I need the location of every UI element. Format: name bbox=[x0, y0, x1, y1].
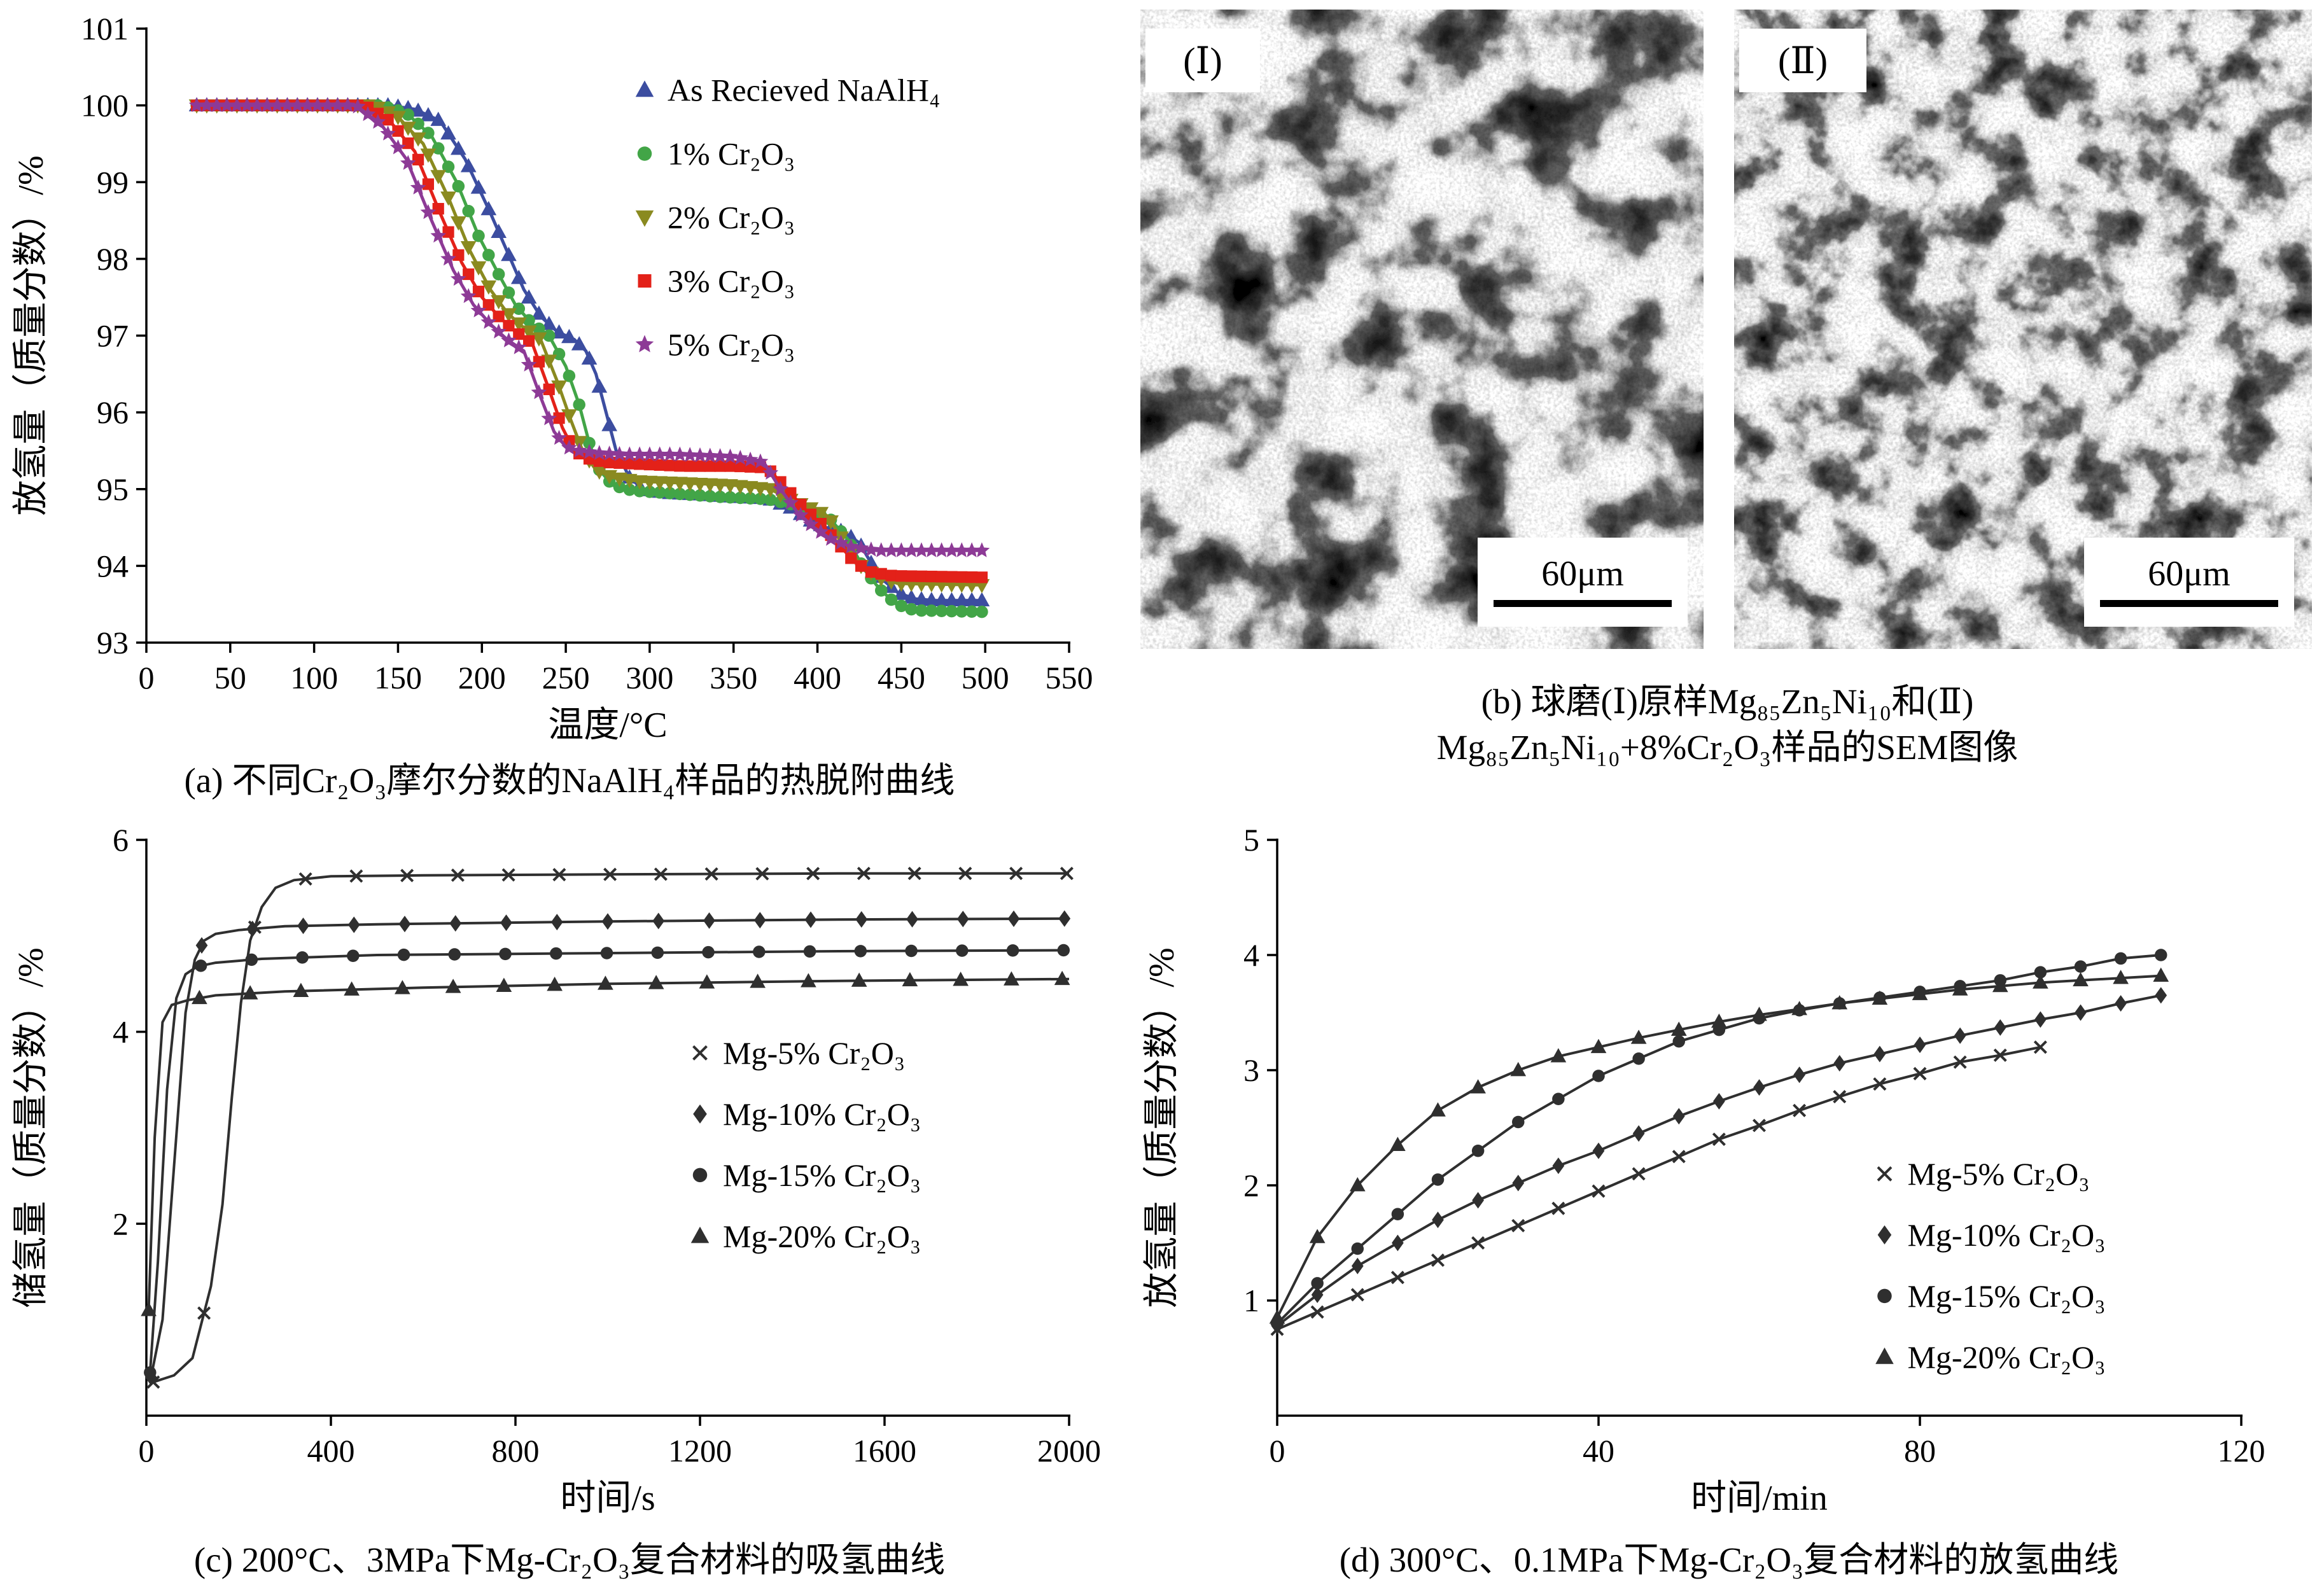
svg-text:550: 550 bbox=[1046, 660, 1093, 695]
svg-text:2% Cr₂O₃: 2% Cr₂O₃ bbox=[668, 200, 795, 235]
scale-bar-box bbox=[1478, 538, 1688, 627]
caption-c: (c) 200°C、3MPa下Mg-Cr₂O₃复合材料的吸氢曲线 bbox=[193, 1540, 946, 1579]
svg-text:1600: 1600 bbox=[853, 1433, 916, 1468]
svg-text:2: 2 bbox=[1243, 1168, 1259, 1203]
caption-d: (d) 300°C、0.1MPa下Mg-Cr₂O₃复合材料的放氢曲线 bbox=[1339, 1540, 2119, 1579]
svg-text:100: 100 bbox=[81, 88, 129, 123]
svg-text:450: 450 bbox=[878, 660, 925, 695]
svg-text:Mg-15% Cr₂O₃: Mg-15% Cr₂O₃ bbox=[723, 1157, 921, 1193]
svg-text:Mg-5% Cr₂O₃: Mg-5% Cr₂O₃ bbox=[723, 1035, 905, 1071]
chart-a-canvas: 0 50 100 150 200 250 300 350 400 450 500 550 93 94 95 9… bbox=[11, 11, 1093, 745]
sem-label-box bbox=[1739, 29, 1866, 92]
svg-text:放氢量（质量分数）/%: 放氢量（质量分数）/% bbox=[11, 155, 51, 515]
svg-text:400: 400 bbox=[307, 1433, 355, 1468]
svg-text:2: 2 bbox=[113, 1206, 129, 1241]
svg-text:50: 50 bbox=[214, 660, 246, 695]
svg-text:4: 4 bbox=[1243, 937, 1259, 973]
svg-text:98: 98 bbox=[97, 241, 129, 277]
svg-text:3: 3 bbox=[1243, 1052, 1259, 1088]
svg-text:Mg-10% Cr₂O₃: Mg-10% Cr₂O₃ bbox=[1907, 1217, 2105, 1253]
svg-text:1200: 1200 bbox=[668, 1433, 732, 1468]
svg-text:101: 101 bbox=[81, 11, 129, 46]
svg-text:250: 250 bbox=[542, 660, 590, 695]
svg-text:94: 94 bbox=[97, 548, 129, 583]
svg-text:99: 99 bbox=[97, 164, 129, 200]
svg-text:1% Cr₂O₃: 1% Cr₂O₃ bbox=[668, 136, 795, 172]
svg-text:Mg-20% Cr₂O₃: Mg-20% Cr₂O₃ bbox=[723, 1218, 921, 1254]
scale-bar-line bbox=[1494, 600, 1672, 607]
svg-text:0: 0 bbox=[139, 660, 155, 695]
scale-bar-box bbox=[2084, 538, 2294, 627]
svg-text:350: 350 bbox=[710, 660, 757, 695]
svg-text:Mg-15% Cr₂O₃: Mg-15% Cr₂O₃ bbox=[1907, 1278, 2105, 1314]
svg-text:400: 400 bbox=[794, 660, 841, 695]
sem-label-box bbox=[1145, 29, 1260, 92]
svg-text:Mg-5% Cr₂O₃: Mg-5% Cr₂O₃ bbox=[1907, 1156, 2089, 1192]
svg-text:放氢量（质量分数）/%: 放氢量（质量分数）/% bbox=[1142, 947, 1182, 1308]
svg-text:97: 97 bbox=[97, 318, 129, 354]
svg-text:1: 1 bbox=[1243, 1283, 1259, 1318]
svg-text:300: 300 bbox=[626, 660, 673, 695]
svg-text:5: 5 bbox=[1243, 822, 1259, 858]
chart-c-canvas: 0 400 800 1200 1600 2000 2 4 6 时间/s 储氢量（质量分数）/% Mg-… bbox=[11, 822, 1101, 1518]
svg-text:40: 40 bbox=[1583, 1433, 1614, 1468]
panel-b: (Ⅰ) 60μm bbox=[1140, 10, 2314, 770]
panel-d: 0 40 80 120 1 2 3 4 5 时间/min 放氢量（质量分数）/% Mg-5% Cr₂O… bbox=[1140, 821, 2318, 1583]
caption-b: (b) 球磨(Ⅰ)原样Mg₈₅Zn₅Ni₁₀和(Ⅱ) Mg₈₅Zn₅Ni₁₀+8… bbox=[1140, 679, 2314, 770]
svg-text:As Recieved NaAlH₄: As Recieved NaAlH₄ bbox=[668, 73, 940, 108]
chart-d-canvas: 0 40 80 120 1 2 3 4 5 时间/min 放氢量（质量分数）/% Mg-5% Cr₂O… bbox=[1142, 822, 2265, 1518]
sem-image-2: (Ⅱ) 60μm bbox=[1734, 10, 2312, 649]
svg-text:2000: 2000 bbox=[1037, 1433, 1101, 1468]
svg-text:95: 95 bbox=[97, 471, 129, 507]
sem-image-2-wrap: (Ⅱ) 60μm bbox=[1734, 10, 2312, 652]
panel-a: 0 50 100 150 200 250 300 350 400 450 500 550 93 94 95 9… bbox=[10, 10, 1130, 804]
sem-label-1: (Ⅰ) bbox=[1183, 40, 1222, 81]
svg-text:100: 100 bbox=[290, 660, 338, 695]
svg-text:时间/min: 时间/min bbox=[1691, 1479, 1828, 1518]
svg-text:150: 150 bbox=[374, 660, 422, 695]
svg-text:200: 200 bbox=[458, 660, 506, 695]
svg-text:500: 500 bbox=[962, 660, 1009, 695]
svg-text:0: 0 bbox=[1270, 1433, 1285, 1468]
svg-text:93: 93 bbox=[97, 625, 129, 660]
panel-c: 0 400 800 1200 1600 2000 2 4 6 时间/s 储氢量（质量分数）/% Mg-… bbox=[10, 821, 1130, 1583]
svg-text:3% Cr₂O₃: 3% Cr₂O₃ bbox=[668, 263, 795, 299]
svg-text:5% Cr₂O₃: 5% Cr₂O₃ bbox=[668, 327, 795, 363]
svg-text:6: 6 bbox=[113, 822, 129, 858]
svg-text:0: 0 bbox=[139, 1433, 155, 1468]
sem-image-1: (Ⅰ) 60μm bbox=[1140, 10, 1704, 649]
scale-bar-line bbox=[2100, 600, 2278, 607]
caption-b-line1: (b) 球磨(Ⅰ)原样Mg₈₅Zn₅Ni₁₀和(Ⅱ) bbox=[1481, 682, 1974, 721]
svg-text:120: 120 bbox=[2218, 1433, 2265, 1468]
svg-text:Mg-20% Cr₂O₃: Mg-20% Cr₂O₃ bbox=[1907, 1339, 2105, 1375]
svg-text:Mg-10% Cr₂O₃: Mg-10% Cr₂O₃ bbox=[723, 1096, 921, 1132]
scale-bar-label-1: 60μm bbox=[1541, 554, 1624, 594]
svg-text:储氢量（质量分数）/%: 储氢量（质量分数）/% bbox=[11, 947, 51, 1308]
svg-text:时间/s: 时间/s bbox=[560, 1479, 655, 1518]
sem-image-1-wrap: (Ⅰ) 60μm bbox=[1140, 10, 1704, 652]
sem-image-row: (Ⅰ) 60μm bbox=[1140, 10, 2314, 652]
svg-text:800: 800 bbox=[492, 1433, 540, 1468]
caption-a: (a) 不同Cr₂O₃摩尔分数的NaAlH₄样品的热脱附曲线 bbox=[184, 761, 955, 800]
svg-text:80: 80 bbox=[1904, 1433, 1936, 1468]
sem-label-2: (Ⅱ) bbox=[1778, 40, 1828, 81]
caption-b-line2: Mg₈₅Zn₅Ni₁₀+8%Cr₂O₃样品的SEM图像 bbox=[1436, 727, 2019, 767]
svg-text:温度/°C: 温度/°C bbox=[548, 706, 667, 745]
svg-text:96: 96 bbox=[97, 394, 129, 430]
svg-text:4: 4 bbox=[113, 1014, 129, 1050]
scale-bar-label-2: 60μm bbox=[2148, 554, 2230, 594]
